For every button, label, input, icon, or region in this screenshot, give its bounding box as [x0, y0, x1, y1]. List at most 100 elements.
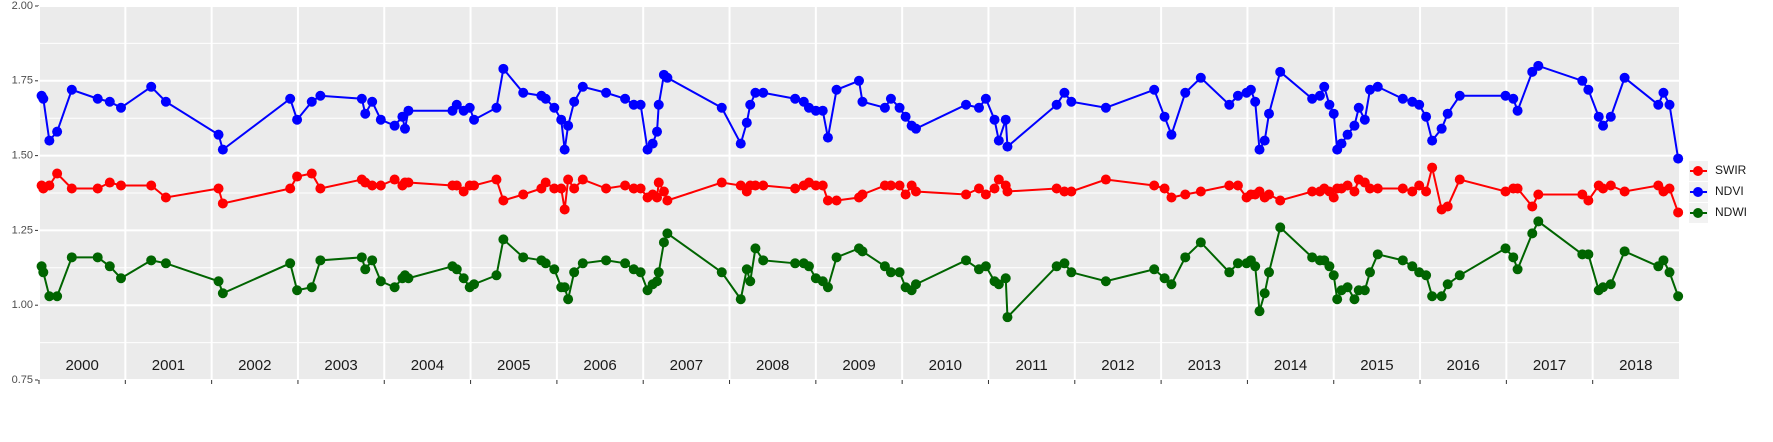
point: [1328, 192, 1339, 203]
point: [790, 183, 801, 194]
point: [653, 267, 664, 278]
point: [735, 294, 746, 305]
point: [741, 117, 752, 128]
point: [1149, 264, 1160, 275]
point: [961, 99, 972, 110]
point: [104, 177, 115, 188]
point: [1149, 84, 1160, 95]
point: [1002, 141, 1013, 152]
point: [1180, 252, 1191, 263]
point: [1673, 291, 1684, 302]
point: [1245, 84, 1256, 95]
point: [1533, 60, 1544, 71]
point: [857, 96, 868, 107]
point: [1275, 222, 1286, 233]
point: [652, 192, 663, 203]
point: [451, 180, 462, 191]
point: [1605, 111, 1616, 122]
point: [1533, 216, 1544, 227]
point: [160, 192, 171, 203]
period-label: 2009: [842, 357, 875, 374]
period-label: 2018: [1619, 357, 1652, 374]
point: [1359, 285, 1370, 296]
point: [1328, 108, 1339, 119]
point: [451, 99, 462, 110]
point: [146, 81, 157, 92]
point: [1349, 294, 1360, 305]
point: [451, 264, 462, 275]
point: [306, 96, 317, 107]
point: [900, 189, 911, 200]
point: [1307, 186, 1318, 197]
point: [980, 261, 991, 272]
point: [1583, 249, 1594, 260]
point: [961, 189, 972, 200]
point: [38, 93, 49, 104]
point: [491, 270, 502, 281]
point: [498, 195, 509, 206]
point: [973, 102, 984, 113]
point: [1250, 261, 1261, 272]
period-label: 2003: [324, 357, 357, 374]
point: [1583, 195, 1594, 206]
point: [292, 114, 303, 125]
point: [1051, 261, 1062, 272]
point: [315, 90, 326, 101]
point: [146, 180, 157, 191]
point: [1195, 237, 1206, 248]
period-label: 2006: [583, 357, 616, 374]
point: [1250, 96, 1261, 107]
point: [1500, 90, 1511, 101]
point: [750, 243, 761, 254]
point: [458, 273, 469, 284]
point: [549, 102, 560, 113]
point: [389, 120, 400, 131]
point: [1000, 114, 1011, 125]
point: [1066, 267, 1077, 278]
point: [1673, 153, 1684, 164]
point: [716, 267, 727, 278]
point: [1372, 81, 1383, 92]
point: [831, 84, 842, 95]
point: [92, 183, 103, 194]
point: [375, 180, 386, 191]
point: [1427, 291, 1438, 302]
point: [1427, 162, 1438, 173]
point: [569, 96, 580, 107]
point: [549, 183, 560, 194]
point: [1605, 180, 1616, 191]
point: [356, 93, 367, 104]
point: [1336, 138, 1347, 149]
point: [563, 120, 574, 131]
point: [1512, 183, 1523, 194]
point: [1159, 111, 1170, 122]
point: [647, 138, 658, 149]
legend-point: [1693, 187, 1703, 197]
point: [1275, 195, 1286, 206]
point: [367, 180, 378, 191]
point: [1307, 93, 1318, 104]
point: [735, 138, 746, 149]
point: [315, 255, 326, 266]
legend-label: NDWI: [1715, 205, 1747, 219]
legend-point: [1693, 166, 1703, 176]
point: [817, 105, 828, 116]
point: [1421, 270, 1432, 281]
point: [217, 144, 228, 155]
point: [1166, 129, 1177, 140]
point: [894, 102, 905, 113]
point: [1224, 180, 1235, 191]
point: [1159, 273, 1170, 284]
point: [1364, 84, 1375, 95]
point: [758, 180, 769, 191]
point: [1653, 99, 1664, 110]
point: [1059, 258, 1070, 269]
point: [1658, 87, 1669, 98]
point: [741, 264, 752, 275]
point: [803, 261, 814, 272]
point: [1397, 183, 1408, 194]
point: [854, 75, 864, 86]
point: [822, 195, 833, 206]
period-label: 2015: [1360, 357, 1393, 374]
point: [601, 87, 612, 98]
